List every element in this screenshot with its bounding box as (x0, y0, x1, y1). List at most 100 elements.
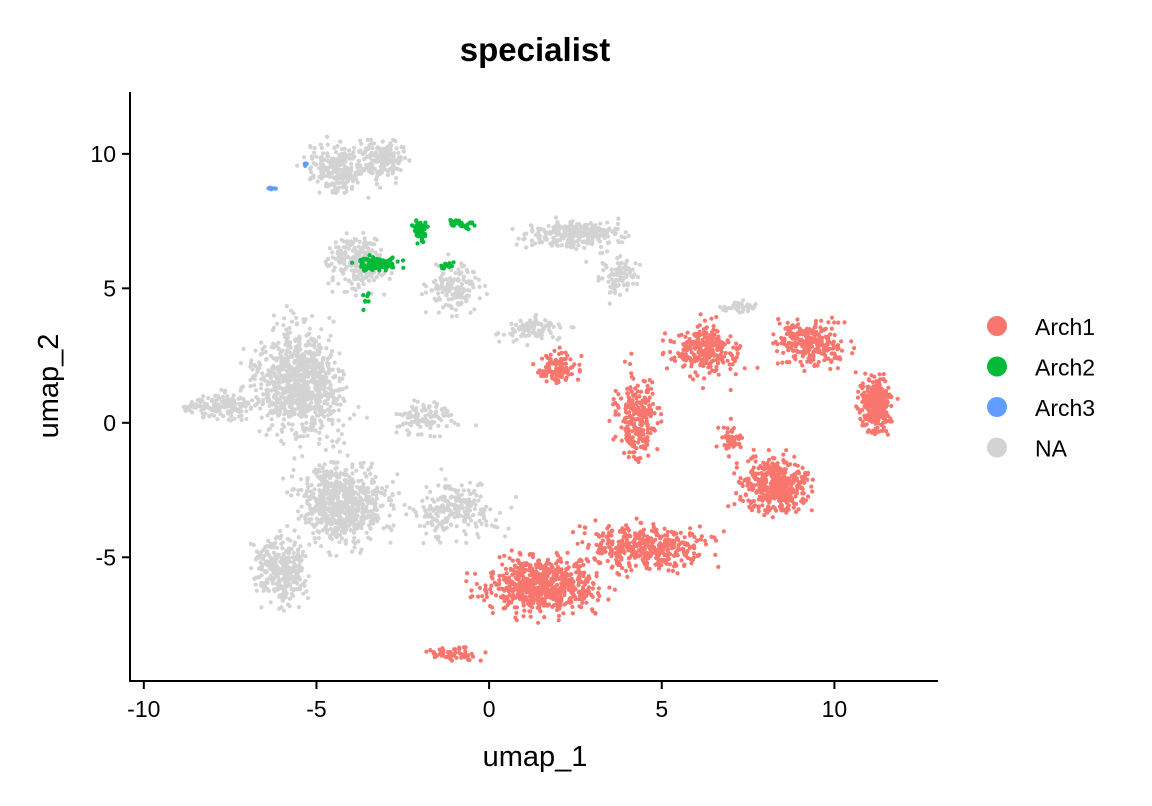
point-na (351, 150, 356, 155)
point-na (430, 522, 435, 528)
point-na (555, 243, 561, 248)
point-na (462, 519, 467, 524)
point-na (384, 524, 390, 529)
point-na (239, 417, 244, 422)
point-na (432, 434, 437, 439)
point-na (415, 411, 420, 417)
point-na (574, 224, 579, 229)
point-na (230, 396, 235, 401)
point-na (467, 508, 473, 513)
point-arch1 (530, 605, 535, 610)
point-na (433, 278, 438, 283)
point-na (342, 486, 348, 492)
point-arch1 (605, 526, 610, 531)
point-na (341, 372, 346, 377)
point-na (405, 428, 410, 433)
point-na (346, 498, 351, 503)
point-na (349, 168, 354, 173)
point-arch1 (649, 536, 654, 541)
point-na (453, 496, 458, 501)
point-na (440, 519, 445, 524)
point-na (252, 383, 257, 388)
point-arch1 (501, 573, 506, 578)
point-na (312, 150, 317, 155)
point-na (328, 417, 333, 423)
point-na (379, 247, 384, 252)
point-na (364, 474, 369, 479)
point-na (330, 421, 335, 426)
point-na (298, 544, 303, 549)
point-arch1 (674, 531, 679, 536)
point-na (333, 506, 338, 511)
point-arch1 (543, 580, 548, 585)
point-na (299, 504, 304, 509)
point-na (275, 534, 280, 539)
point-na (336, 254, 341, 259)
point-arch1 (699, 534, 705, 539)
point-arch1 (564, 560, 570, 565)
point-na (306, 339, 311, 344)
point-na (252, 363, 257, 368)
point-na (729, 306, 734, 311)
point-arch1 (514, 565, 520, 570)
point-na (353, 541, 358, 546)
point-na (289, 546, 294, 551)
point-na (360, 464, 365, 470)
point-arch1 (520, 582, 526, 587)
point-na (542, 235, 547, 240)
point-na (270, 369, 275, 374)
point-na (286, 602, 291, 607)
point-na (331, 375, 336, 380)
point-na (368, 526, 373, 531)
point-na (300, 352, 305, 357)
point-na (374, 237, 379, 242)
point-na (340, 152, 345, 157)
point-na (372, 141, 377, 146)
point-na (259, 580, 264, 586)
point-na (269, 388, 274, 393)
point-na (559, 243, 564, 248)
point-na (452, 515, 457, 520)
point-na (581, 239, 587, 244)
point-na (463, 514, 468, 519)
point-na (513, 494, 519, 500)
point-na (317, 518, 322, 523)
point-na (516, 236, 521, 241)
point-na (288, 340, 293, 345)
point-na (271, 345, 276, 350)
point-na (450, 296, 455, 302)
point-arch1 (614, 550, 619, 556)
point-arch1 (514, 605, 520, 610)
point-na (278, 351, 283, 356)
point-na (254, 395, 259, 400)
point-na (511, 339, 516, 344)
point-na (718, 304, 723, 310)
point-na (445, 499, 450, 504)
point-na (306, 574, 311, 579)
point-na (345, 254, 350, 259)
point-na (326, 413, 331, 418)
point-na (317, 342, 322, 347)
point-na (314, 162, 319, 167)
point-na (371, 278, 376, 283)
point-na (279, 438, 284, 443)
point-na (296, 346, 301, 351)
point-arch1 (652, 550, 657, 555)
point-arch1 (682, 552, 687, 557)
point-na (509, 505, 514, 510)
point-na (332, 360, 337, 365)
point-na (213, 394, 218, 399)
point-na (222, 398, 227, 403)
point-arch1 (766, 448, 772, 453)
point-arch1 (617, 572, 622, 577)
point-na (372, 488, 377, 493)
point-na (314, 397, 319, 402)
point-arch1 (756, 471, 761, 476)
point-na (249, 358, 254, 363)
point-na (582, 245, 587, 251)
point-arch1 (657, 541, 663, 547)
point-arch1 (651, 524, 656, 530)
point-na (321, 151, 326, 156)
point-na (615, 256, 620, 261)
point-na (244, 409, 249, 414)
